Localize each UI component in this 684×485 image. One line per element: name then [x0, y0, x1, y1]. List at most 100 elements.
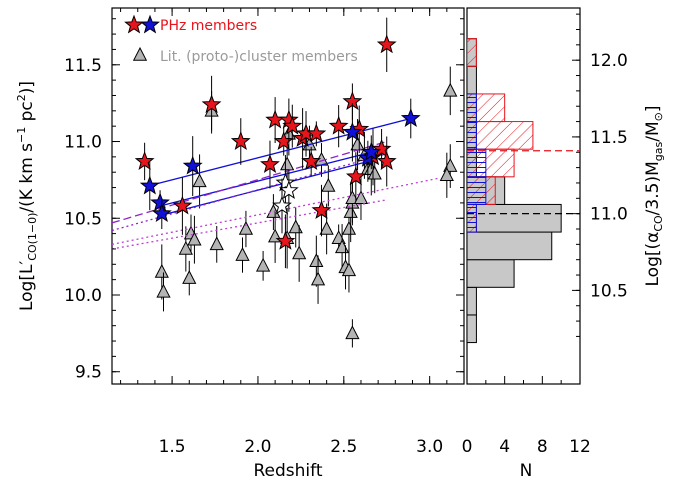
right-y-tick-label: 12.0 [590, 51, 628, 71]
y-tick-label: 11.5 [64, 56, 102, 76]
lit-member-triangle-marker [266, 204, 281, 218]
lit-member-triangle-marker [235, 246, 250, 261]
lit-member-triangle-marker [310, 271, 326, 286]
phz-member-red-star-marker [260, 154, 280, 173]
fit-line-solid [159, 151, 372, 207]
phz-member-red-star-marker [371, 138, 392, 158]
phz-member-red-star-marker [328, 115, 349, 135]
y-axis-label-part-exp1: −1 [15, 127, 28, 143]
open-star-marker [272, 195, 292, 215]
lit-member-triangle-marker [439, 167, 454, 182]
fit-line-solid [147, 117, 411, 187]
histogram-bar-blue-hatched-3 [467, 121, 477, 150]
histogram-x-tick-label: 4 [499, 437, 510, 457]
right-axis-label: Log[(αCO/3.5)Mgas/M⊙] [643, 106, 665, 287]
phz-member-red-star-marker [345, 166, 366, 186]
lit-member-triangle-marker [182, 270, 197, 284]
right-axis-label-part-close: ] [643, 106, 663, 113]
y-axis-label-part-exp2: 2 [15, 94, 28, 101]
right-axis-label-part-co: CO [652, 215, 665, 232]
fit-line-solid [161, 160, 369, 216]
legend-label-lit: Lit. (proto-)cluster members [160, 49, 358, 65]
main-panel: 1.5 2.0 2.5 3.0 9.5 10.0 10.5 11.0 11.5 Redshift [64, 7, 465, 481]
phz-member-red-star-marker [282, 115, 303, 135]
histogram-bar-red-hatched-5 [467, 38, 477, 67]
phz-member-red-star-marker [376, 34, 397, 54]
x-tick-label: 3.0 [416, 437, 443, 457]
x-tick-label: 2.5 [330, 437, 357, 457]
right-axis-label-part-log: Log[(α [643, 232, 663, 287]
x-axis-label: Redshift [253, 461, 322, 481]
lit-member-triangle-marker [443, 82, 458, 97]
fit-line-dotted [112, 177, 439, 245]
histogram-x-tick-label: 12 [569, 437, 591, 457]
lit-member-triangle-marker [154, 263, 169, 278]
lit-member-triangle-marker [353, 190, 369, 205]
y-axis-label-part-prime: ′ [17, 261, 37, 265]
y-axis-label-part-log: Log[L [17, 264, 37, 311]
legend-label-phz: PHz members [160, 18, 257, 34]
legend-triangle-icon [132, 46, 148, 61]
phz-member-red-star-marker [306, 123, 327, 143]
right-axis-label-part-gas: gas [652, 142, 665, 162]
histogram-x-axis-label: N [520, 461, 533, 481]
lit-member-triangle-marker [319, 220, 334, 235]
right-axis-label-part-sun: ⊙ [652, 112, 665, 121]
histogram-bar-blue-hatched-1 [467, 176, 487, 205]
phz-member-blue-star-marker [151, 203, 172, 223]
lit-member-triangle-marker [343, 204, 358, 218]
phz-member-red-star-marker [230, 131, 251, 150]
histogram-x-tick-label: 8 [537, 437, 548, 457]
right-y-tick-label: 11.0 [590, 205, 628, 225]
histogram-bar-gray-3 [467, 231, 553, 261]
phz-member-red-star-marker [311, 200, 332, 220]
y-tick-label: 10.5 [64, 209, 102, 229]
histogram-bar-gray-1 [467, 286, 477, 316]
lit-member-triangle-marker [309, 253, 324, 267]
histogram-panel: 0 4 8 12 10.5 11.0 11.5 12.0 N [462, 7, 628, 481]
y-axis-label-part-pc: pc [17, 101, 37, 127]
lit-member-triangle-marker [187, 231, 202, 246]
lit-member-triangle-marker [321, 177, 336, 192]
right-y-tick-label: 11.5 [590, 128, 628, 148]
open-star-marker [275, 172, 296, 192]
fit-line-dotted [112, 199, 387, 250]
phz-member-blue-star-marker [139, 175, 160, 195]
phz-member-red-star-marker [134, 151, 155, 170]
y-axis-label: Log[L′CO(1−0)/(K km s−1 pc2)] [15, 81, 39, 311]
lit-member-triangle-marker [288, 219, 303, 234]
phz-member-blue-star-marker [182, 155, 203, 175]
phz-member-red-star-marker [376, 151, 397, 170]
legend-blue-star-icon [140, 14, 160, 34]
y-axis-label-part-close: )] [17, 81, 37, 94]
legend-red-star-icon [124, 14, 144, 34]
histogram-bar-blue-hatched-4 [467, 93, 477, 123]
histogram-bar-gray-0 [467, 314, 477, 344]
lit-member-triangle-marker [209, 236, 224, 251]
lit-member-triangle-marker [280, 156, 295, 171]
y-axis-label-part-unit: /(K km s [17, 143, 37, 213]
histogram-bar-gray-2 [467, 259, 515, 288]
lit-member-triangle-marker [192, 173, 207, 188]
lit-member-triangle-marker [341, 220, 357, 235]
lit-member-triangle-marker [178, 240, 193, 255]
histogram-x-tick-label: 0 [462, 437, 473, 457]
right-axis-label-part-slash: /M [643, 121, 663, 141]
y-axis-label-part-co: CO(1−0) [26, 213, 39, 261]
main-frame [111, 7, 465, 385]
histogram-bar-gray-9 [467, 65, 477, 95]
phz-member-red-star-marker [275, 230, 296, 250]
y-tick-label: 11.0 [64, 133, 102, 153]
y-tick-label: 10.0 [64, 286, 102, 306]
phz-member-blue-star-marker [400, 108, 421, 127]
right-axis-label-part-mid: /3.5)M [643, 161, 663, 215]
histogram-bar-blue-hatched-2 [467, 148, 487, 178]
x-tick-label: 1.5 [159, 437, 186, 457]
lit-member-triangle-marker [292, 245, 307, 260]
x-tick-label: 2.0 [244, 437, 271, 457]
lit-member-triangle-marker [367, 165, 382, 180]
histogram-bar-blue-hatched-0 [467, 203, 477, 233]
lit-member-triangle-marker [345, 325, 360, 340]
phz-member-blue-star-marker [342, 121, 363, 141]
